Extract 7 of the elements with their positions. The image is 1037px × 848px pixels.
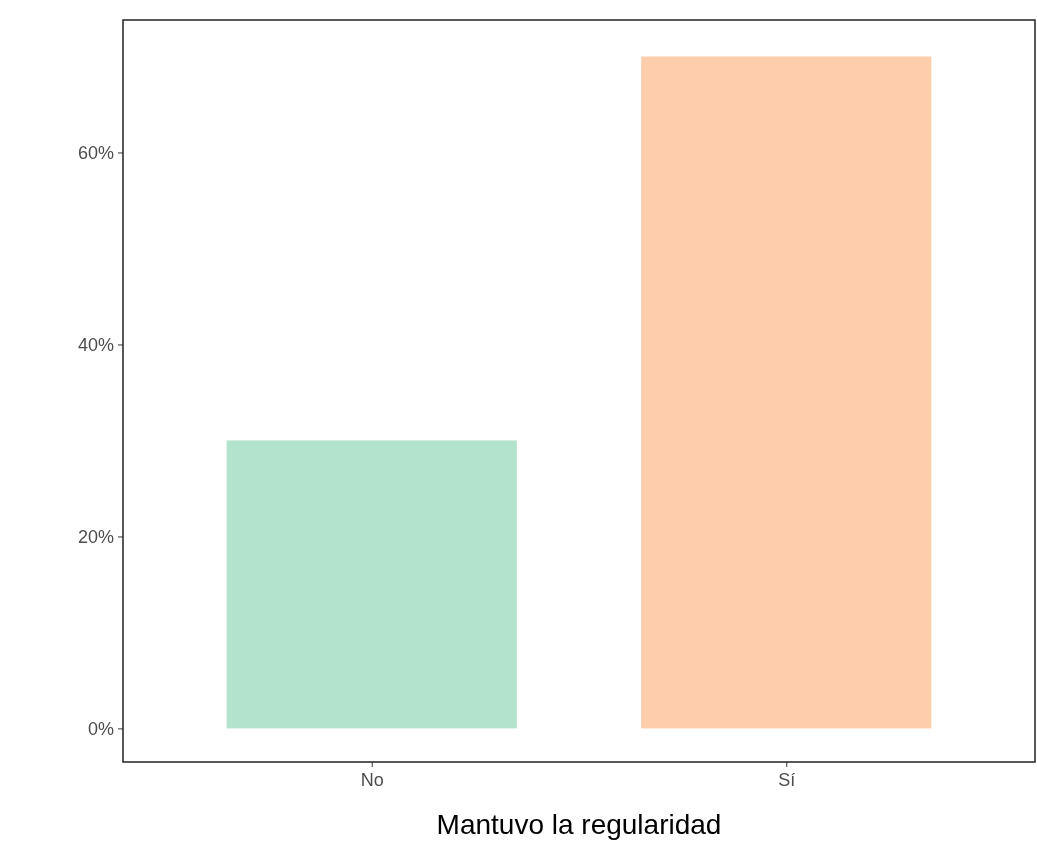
y-tick-label: 0% (87, 718, 114, 739)
x-axis-title: Mantuvo la regularidad (436, 809, 722, 840)
x-tick-label: No (360, 769, 384, 790)
y-tick-label: 40% (77, 334, 114, 355)
y-tick-label: 60% (77, 142, 114, 163)
y-tick-label: 20% (77, 526, 114, 547)
x-tick-label: Sí (778, 769, 796, 790)
